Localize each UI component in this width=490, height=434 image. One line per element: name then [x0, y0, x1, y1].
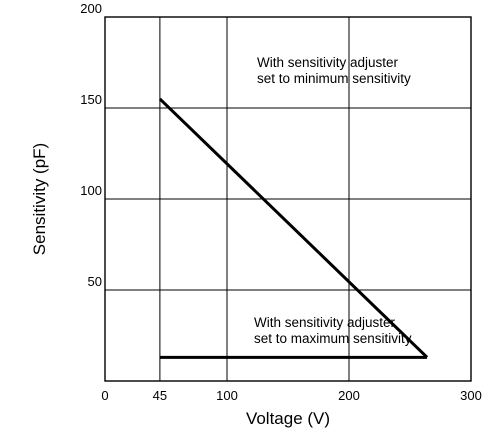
annotation-min-line2: set to minimum sensitivity	[257, 71, 411, 86]
grid-lines	[105, 17, 471, 381]
x-tick-label: 300	[460, 388, 482, 403]
annotation-max-line2: set to maximum sensitivity	[254, 331, 412, 346]
annotation-min-line1: With sensitivity adjuster	[257, 55, 399, 70]
y-axis-ticks: 50 100 150 200	[80, 1, 102, 289]
x-tick-label: 45	[153, 388, 167, 403]
y-tick-label: 50	[88, 274, 102, 289]
annotation-max-line1: With sensitivity adjuster	[254, 315, 396, 330]
y-axis-label: Sensitivity (pF)	[30, 143, 49, 255]
y-tick-label: 150	[80, 92, 102, 107]
x-tick-label: 200	[338, 388, 360, 403]
x-axis-label: Voltage (V)	[246, 409, 330, 428]
data-series	[158, 97, 429, 359]
y-tick-label: 200	[80, 1, 102, 16]
x-axis-ticks: 0 45 100 200 300	[101, 388, 481, 403]
x-tick-label: 0	[101, 388, 108, 403]
series-line-min-sensitivity	[158, 97, 429, 359]
x-tick-label: 100	[216, 388, 238, 403]
y-tick-label: 100	[80, 183, 102, 198]
